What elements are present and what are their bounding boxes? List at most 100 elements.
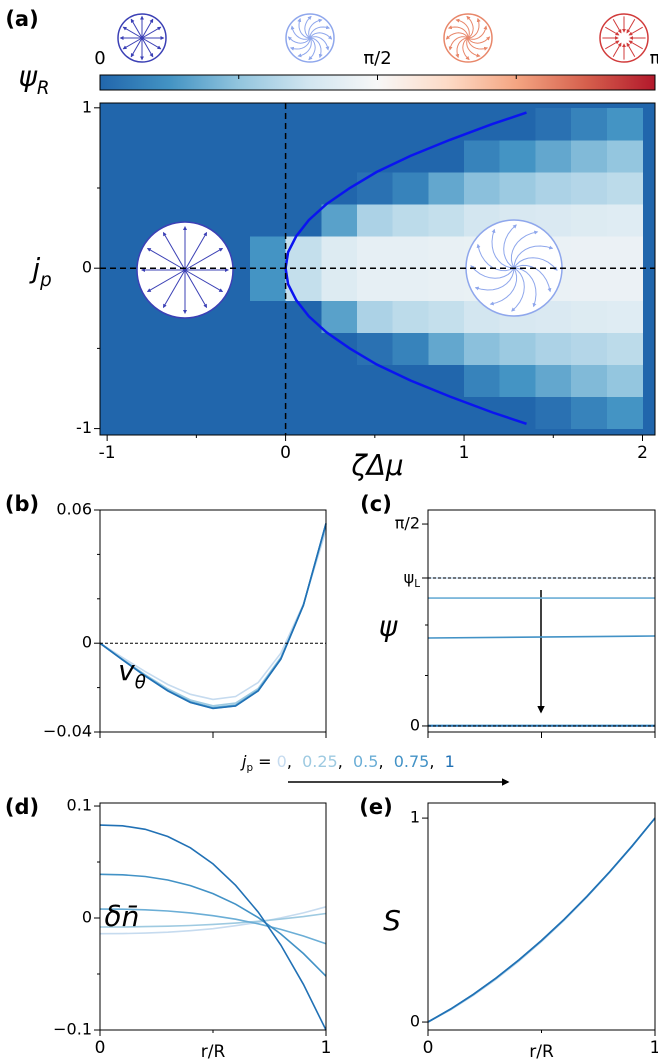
heatmap-cell xyxy=(392,396,429,430)
director-arrow xyxy=(287,36,311,44)
colorbar-label-sub: R xyxy=(37,78,50,99)
heatmap-cell xyxy=(428,139,465,173)
heatmap-cell xyxy=(535,171,572,205)
heatmap-cell xyxy=(285,236,322,269)
heatmap-cell xyxy=(214,139,251,173)
heatmap-cell xyxy=(356,300,394,333)
director-arrow xyxy=(503,224,517,269)
director-arrow xyxy=(146,269,186,293)
heatmap-cell xyxy=(392,236,429,269)
heatmap-cell xyxy=(178,332,215,365)
heatmap-cell xyxy=(392,300,429,333)
heatmap-cell xyxy=(178,139,215,173)
heatmap-cell xyxy=(356,107,394,141)
director-arrow xyxy=(474,267,515,291)
heatmap-cell xyxy=(571,107,608,141)
lines xyxy=(427,577,656,727)
heatmap-cell xyxy=(249,300,287,333)
heatmap-cell xyxy=(499,396,536,430)
series-line xyxy=(99,908,327,945)
heatmap-cell xyxy=(214,396,251,430)
director-arrow xyxy=(304,15,312,39)
legend-entry: 0 xyxy=(277,752,287,771)
heatmap-cell xyxy=(285,364,322,398)
heatmap-cell xyxy=(285,204,322,237)
heatmap-cell xyxy=(428,364,465,398)
heatmap-cell xyxy=(285,139,322,173)
heatmap-cell xyxy=(392,332,429,365)
heatmap-cell xyxy=(428,268,465,301)
heatmap-cell xyxy=(356,268,394,301)
heatmap-cell xyxy=(107,396,144,430)
heatmap-cell xyxy=(249,332,287,365)
y-tick-label: 0 xyxy=(82,908,92,927)
x-tick-label: 1 xyxy=(459,443,470,463)
legend-entry: 0.25 xyxy=(302,752,338,771)
x-axis-label: r/R xyxy=(529,1042,554,1061)
heatmap-cell xyxy=(571,139,608,173)
director-arrow xyxy=(476,243,515,272)
heatmap-cell xyxy=(499,171,536,205)
director-arrow xyxy=(489,267,518,306)
heatmap-cell xyxy=(107,332,144,365)
y-axis-label-sub: θ xyxy=(135,672,146,693)
heatmap-cell xyxy=(606,268,644,301)
heatmap-cell xyxy=(535,396,572,430)
heatmap-cell xyxy=(571,300,608,333)
heatmap-cell xyxy=(214,107,251,141)
y-tick-label: 0 xyxy=(410,715,420,734)
colorbar-tick-label: π xyxy=(650,48,658,69)
heatmap-cell xyxy=(214,300,251,333)
x-axis-label: ζΔμ xyxy=(350,449,403,482)
y-axis-label: vθ xyxy=(118,654,146,693)
director-arrow xyxy=(122,37,143,50)
heatmap-cell xyxy=(428,171,465,205)
director-arrow xyxy=(447,25,469,39)
director-arrow xyxy=(445,32,469,40)
director-arrow xyxy=(513,267,537,308)
heatmap-cell xyxy=(249,364,287,398)
heatmap-cell xyxy=(428,332,465,365)
series-line xyxy=(427,817,656,1023)
heatmap-cell xyxy=(178,171,215,205)
y-tick-label: −0.04 xyxy=(43,722,92,741)
director-arrow xyxy=(309,37,323,59)
heatmap-cell xyxy=(249,204,287,237)
series-line xyxy=(99,873,327,977)
plot-frame xyxy=(427,802,656,1031)
heatmap-cell xyxy=(356,204,394,237)
director-arrow xyxy=(308,18,323,39)
panel-label: (c) xyxy=(360,492,392,516)
director-arrow xyxy=(146,247,186,271)
heatmap-cell xyxy=(606,236,644,269)
director-arrow xyxy=(184,269,224,293)
y-axis-label: S xyxy=(383,904,401,937)
heatmap-cell xyxy=(321,364,358,398)
heatmap-cell xyxy=(321,300,358,333)
director-arrow xyxy=(141,37,154,58)
heatmap-cell xyxy=(428,236,465,269)
lines xyxy=(427,817,656,1023)
heatmap-cell xyxy=(606,300,644,333)
legend-separator: , xyxy=(429,752,444,771)
director-arrow xyxy=(513,257,558,271)
director-arrow xyxy=(605,40,620,50)
heatmap-cell xyxy=(571,364,608,398)
director-arrow xyxy=(308,37,316,61)
director-arrow xyxy=(130,37,143,58)
director-arrow xyxy=(184,231,208,271)
director-arrow xyxy=(612,19,622,34)
director-arrow xyxy=(605,26,620,36)
director-arrow xyxy=(628,26,643,36)
heatmap-cell xyxy=(107,204,144,237)
heatmap-cell xyxy=(249,236,287,269)
y-tick-label: 0.1 xyxy=(67,796,92,815)
x-tick-label: 1 xyxy=(650,1038,658,1058)
heatmap-cell xyxy=(249,139,287,173)
heatmap-cell xyxy=(428,107,465,141)
heatmap-cell xyxy=(499,139,536,173)
heatmap-cell xyxy=(464,171,501,205)
heatmap-cell xyxy=(571,268,608,301)
heatmap-cell xyxy=(107,300,144,333)
